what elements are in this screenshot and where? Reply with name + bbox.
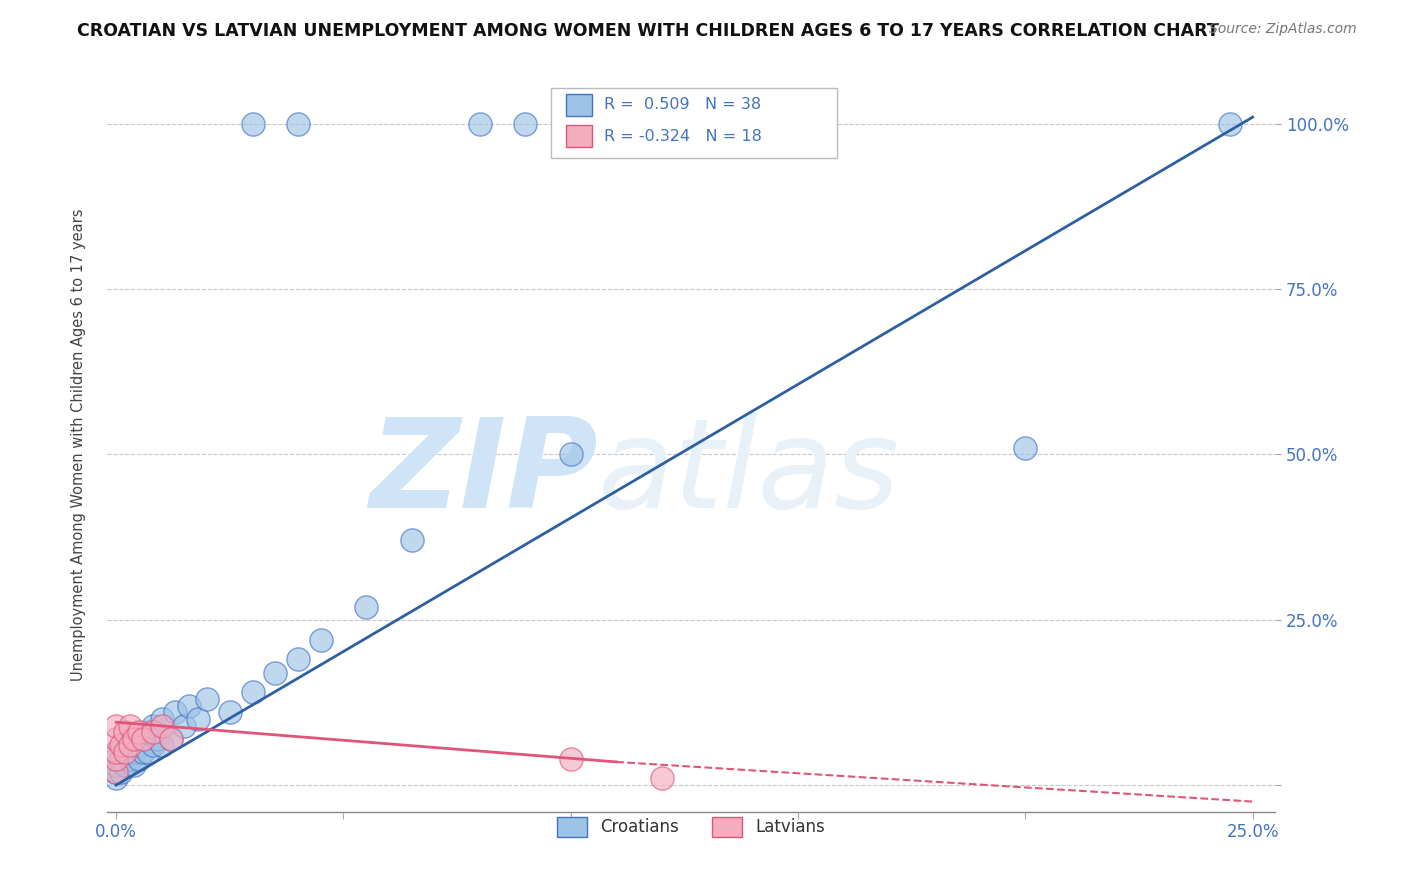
Point [150,739,173,753]
Point [124,758,146,772]
Point [287,652,309,666]
Point [136,745,159,759]
Point [141,718,163,732]
Point [128,725,150,739]
Point [141,739,163,753]
Point [136,725,159,739]
Point [150,718,173,732]
Point [651,772,673,786]
Point [354,599,377,614]
Point [110,751,132,765]
Point [1219,117,1241,131]
Point [124,731,146,746]
Point [105,745,128,759]
Point [105,745,128,759]
Point [515,117,537,131]
Point [105,772,128,786]
Point [165,706,187,720]
Point [105,718,128,732]
Point [132,745,155,759]
Point [242,117,264,131]
Point [132,731,155,746]
Point [159,731,181,746]
Text: ZIP: ZIP [368,413,598,534]
Text: Source: ZipAtlas.com: Source: ZipAtlas.com [1209,22,1357,37]
Legend: Croatians, Latvians: Croatians, Latvians [550,810,832,844]
Point [401,533,423,548]
Point [124,745,146,759]
Point [242,685,264,699]
Text: atlas: atlas [598,413,900,534]
Point [187,712,209,726]
Point [114,758,136,772]
Point [105,764,128,779]
Point [110,764,132,779]
Point [1014,441,1036,455]
Point [132,731,155,746]
Point [118,751,141,765]
Point [141,725,163,739]
Point [264,665,287,680]
Point [114,725,136,739]
Point [110,739,132,753]
Point [177,698,200,713]
Point [146,731,169,746]
Text: R =  0.509   N = 38: R = 0.509 N = 38 [603,97,761,112]
Point [218,706,240,720]
FancyBboxPatch shape [551,88,838,158]
Point [114,745,136,759]
FancyBboxPatch shape [567,94,592,116]
Point [309,632,332,647]
Point [105,758,128,772]
Point [159,731,181,746]
Text: R = -0.324   N = 18: R = -0.324 N = 18 [603,128,762,144]
Point [195,692,218,706]
Point [118,739,141,753]
FancyBboxPatch shape [567,125,592,147]
Text: CROATIAN VS LATVIAN UNEMPLOYMENT AMONG WOMEN WITH CHILDREN AGES 6 TO 17 YEARS CO: CROATIAN VS LATVIAN UNEMPLOYMENT AMONG W… [77,22,1219,40]
Point [287,117,309,131]
Point [118,718,141,732]
Point [173,718,195,732]
Y-axis label: Unemployment Among Women with Children Ages 6 to 17 years: Unemployment Among Women with Children A… [72,208,86,681]
Point [128,751,150,765]
Point [105,731,128,746]
Point [560,447,582,461]
Point [150,712,173,726]
Point [105,751,128,765]
Point [468,117,491,131]
Point [128,739,150,753]
Point [105,764,128,779]
Point [560,751,582,765]
Point [118,739,141,753]
